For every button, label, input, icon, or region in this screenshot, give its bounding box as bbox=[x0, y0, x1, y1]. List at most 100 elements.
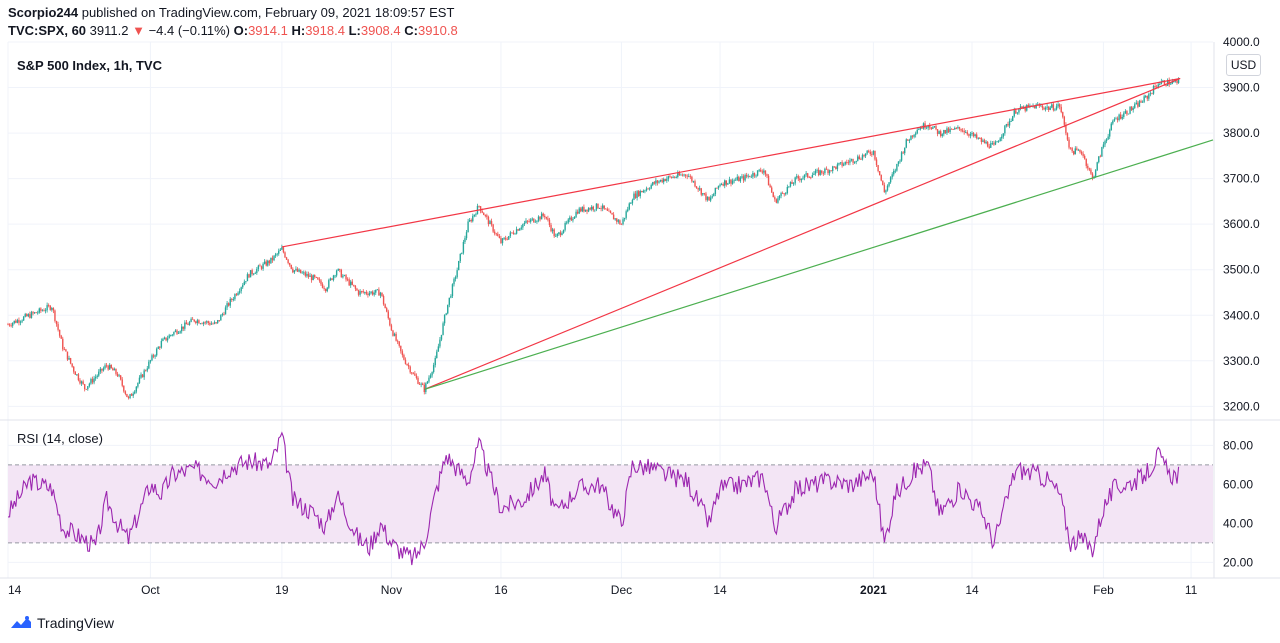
candle-body bbox=[179, 331, 181, 333]
candle-body bbox=[794, 177, 796, 184]
candle-body bbox=[874, 150, 876, 160]
candle-body bbox=[589, 208, 591, 210]
time-tick-label: Oct bbox=[141, 583, 160, 597]
publisher-name[interactable]: Scorpio244 bbox=[8, 5, 79, 20]
candle-body bbox=[946, 128, 948, 134]
candle-body bbox=[733, 180, 735, 182]
price-axis[interactable]: 4000.0 3900.0 3800.0 3700.0 3600.0 3500.0 3400… bbox=[1223, 35, 1260, 413]
candle-body bbox=[930, 127, 933, 129]
candle-body bbox=[769, 185, 771, 188]
candle-body bbox=[949, 128, 951, 133]
candle-body bbox=[670, 176, 673, 178]
candle-body bbox=[675, 177, 677, 178]
candle-body bbox=[727, 183, 729, 185]
candle-body bbox=[938, 131, 940, 134]
candle-body bbox=[348, 279, 350, 286]
candle-body bbox=[508, 235, 510, 240]
footer-brand[interactable]: TradingView bbox=[10, 615, 114, 631]
candle-body bbox=[503, 238, 505, 239]
candle-body bbox=[850, 159, 853, 161]
candle-body bbox=[556, 233, 558, 237]
candle-body bbox=[614, 218, 616, 220]
candle-body bbox=[1090, 169, 1092, 174]
trendlines[interactable] bbox=[281, 77, 1214, 391]
high-value: 3918.4 bbox=[305, 23, 345, 38]
candle-body bbox=[62, 338, 64, 350]
candle-body bbox=[1119, 114, 1122, 119]
candle-body bbox=[345, 275, 347, 280]
candle-body bbox=[459, 253, 461, 261]
candle-body bbox=[1062, 112, 1064, 117]
candle-body bbox=[263, 261, 266, 264]
candle-body bbox=[1104, 141, 1106, 145]
candle-body bbox=[534, 221, 537, 223]
candle-body bbox=[168, 335, 170, 339]
candle-body bbox=[227, 303, 230, 306]
candle-body bbox=[464, 238, 466, 242]
candle-body bbox=[699, 188, 701, 190]
currency-button[interactable]: USD bbox=[1226, 54, 1261, 76]
candle-body bbox=[270, 257, 272, 264]
candle-body bbox=[914, 133, 917, 135]
candle-body bbox=[1043, 107, 1045, 110]
candle-body bbox=[583, 206, 585, 212]
candle-body bbox=[933, 126, 936, 128]
candle-body bbox=[425, 383, 427, 393]
candle-body bbox=[781, 193, 784, 194]
candle-body bbox=[384, 304, 386, 309]
rsi-axis[interactable]: 80.00 60.00 40.00 20.00 bbox=[1223, 438, 1253, 569]
candle-body bbox=[77, 374, 80, 381]
candle-body bbox=[221, 313, 224, 316]
candle-body bbox=[390, 325, 393, 331]
candle-body bbox=[819, 170, 821, 175]
candle-body bbox=[846, 162, 848, 163]
candle-body bbox=[985, 141, 987, 144]
candle-body bbox=[791, 181, 793, 184]
candle-body bbox=[622, 219, 624, 225]
candle-body bbox=[439, 339, 441, 347]
candle-body bbox=[893, 170, 895, 175]
candle-body bbox=[41, 310, 44, 312]
candle-body bbox=[137, 382, 139, 387]
candle-body bbox=[749, 175, 751, 177]
support-trendline[interactable] bbox=[424, 139, 1214, 391]
candlestick-series bbox=[7, 77, 1180, 400]
candle-body bbox=[292, 268, 294, 273]
candle-body bbox=[357, 290, 360, 295]
candle-body bbox=[90, 379, 92, 384]
candle-body bbox=[753, 173, 756, 176]
candle-body bbox=[537, 216, 540, 221]
candle-body bbox=[360, 291, 363, 292]
candle-body bbox=[875, 159, 878, 166]
candle-body bbox=[631, 199, 634, 204]
candle-body bbox=[708, 196, 710, 201]
candle-body bbox=[285, 257, 288, 260]
candle-body bbox=[991, 143, 994, 144]
candle-body bbox=[688, 176, 690, 178]
candle-body bbox=[1088, 168, 1091, 170]
candle-body bbox=[43, 310, 45, 312]
candle-body bbox=[76, 374, 78, 376]
candle-body bbox=[148, 361, 150, 369]
candle-body bbox=[653, 182, 656, 184]
candle-body bbox=[51, 307, 53, 310]
candle-body bbox=[1029, 105, 1031, 107]
candle-body bbox=[465, 232, 468, 239]
lower-trendline[interactable] bbox=[424, 77, 1181, 391]
candle-body bbox=[647, 188, 649, 190]
candle-body bbox=[113, 368, 116, 371]
candle-body bbox=[1011, 116, 1014, 122]
candle-body bbox=[207, 321, 210, 323]
low-label: L: bbox=[348, 23, 361, 38]
candle-body bbox=[69, 358, 72, 364]
candle-body bbox=[539, 216, 541, 220]
candle-body bbox=[426, 381, 429, 384]
candle-body bbox=[210, 323, 213, 325]
upper-trendline[interactable] bbox=[281, 77, 1181, 248]
time-axis[interactable]: 14 Oct 19 Nov 16 Dec 14 2021 14 Feb 11 bbox=[8, 583, 1198, 597]
candle-body bbox=[102, 368, 105, 371]
candle-body bbox=[151, 355, 153, 361]
candle-body bbox=[450, 296, 452, 298]
candle-body bbox=[702, 193, 704, 195]
